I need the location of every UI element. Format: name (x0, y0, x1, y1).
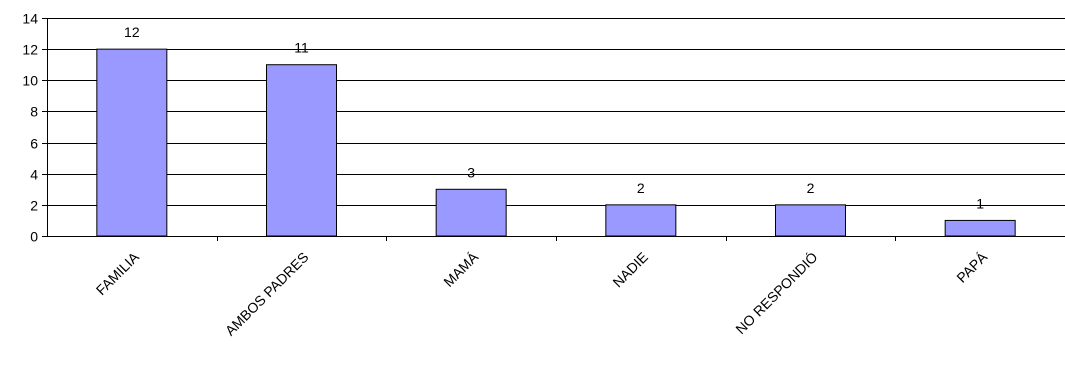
x-tick-label: NO RESPONDIÓ (732, 249, 820, 337)
y-tick-label: 0 (30, 229, 38, 245)
x-tick-label: MAMÁ (440, 248, 481, 289)
y-tick-label: 4 (30, 167, 38, 183)
bar (605, 204, 677, 237)
y-tick-label: 12 (22, 42, 38, 58)
data-label: 12 (124, 24, 140, 40)
bar (944, 219, 1016, 237)
bar (266, 64, 337, 237)
y-tick-label: 2 (30, 198, 38, 214)
gridlines (47, 18, 1065, 206)
data-label: 2 (637, 180, 645, 196)
data-label: 11 (294, 40, 309, 56)
y-tick-label: 8 (30, 104, 38, 120)
data-label: 3 (467, 164, 475, 180)
y-tick-label: 10 (22, 73, 38, 89)
bar (96, 48, 168, 237)
y-tick-label: 14 (22, 11, 38, 27)
axes (42, 18, 1065, 241)
x-tick-label: PAPÁ (953, 248, 990, 285)
bars (96, 48, 1016, 237)
x-tick-label: AMBOS PADRES (222, 249, 312, 339)
bar (775, 204, 846, 237)
data-label: 1 (976, 195, 984, 211)
x-tick-label: FAMILIA (93, 248, 143, 298)
data-label: 2 (807, 180, 815, 196)
x-tick-label: NADIE (609, 249, 651, 291)
bar (435, 188, 507, 237)
y-tick-label: 6 (30, 136, 38, 152)
